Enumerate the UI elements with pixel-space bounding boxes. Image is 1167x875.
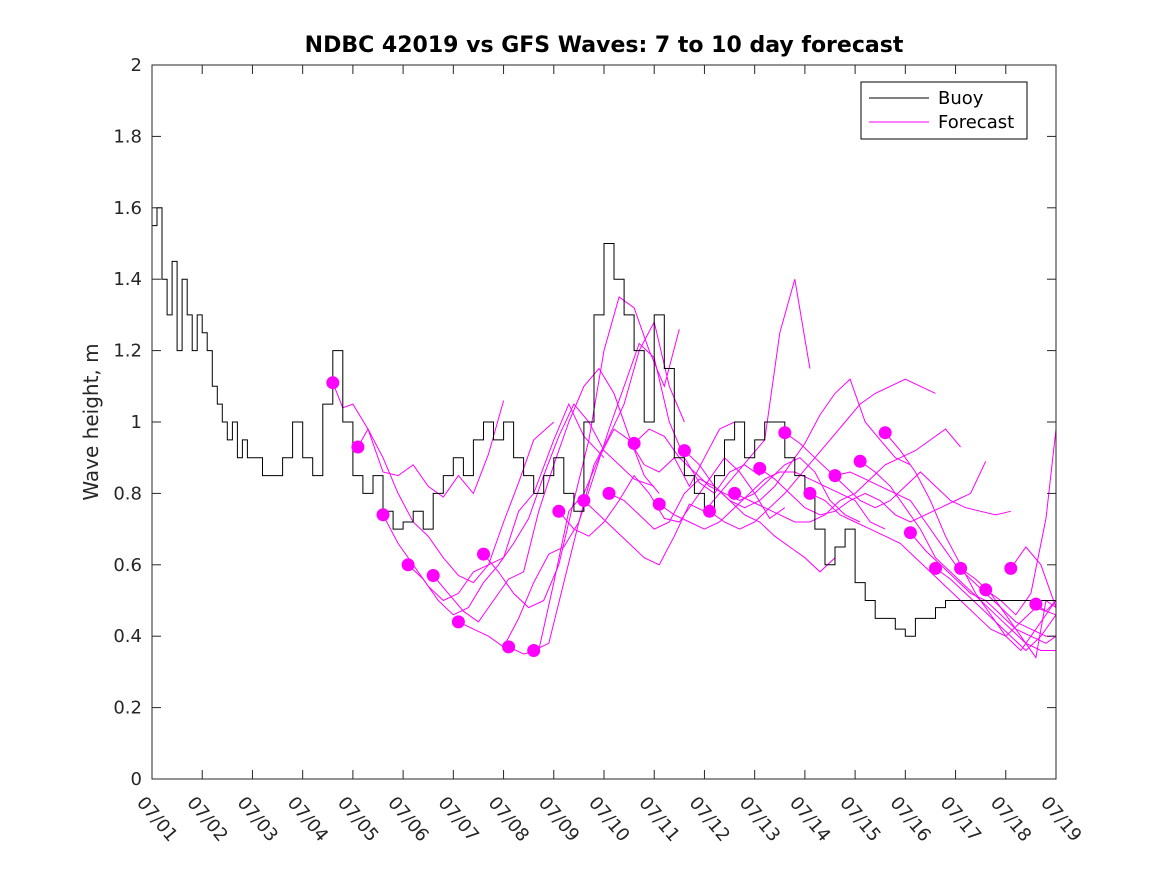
forecast-run-0 xyxy=(332,382,505,498)
forecast-marker xyxy=(552,504,566,518)
y-tick-label: 0.2 xyxy=(113,698,142,719)
y-tick-label: 1.8 xyxy=(113,126,142,147)
forecast-marker xyxy=(1004,561,1018,575)
forecast-run-21 xyxy=(859,460,1056,651)
y-tick-label: 1.4 xyxy=(113,269,142,290)
forecast-marker xyxy=(502,640,516,654)
forecast-run-17 xyxy=(759,461,987,523)
buoy-line-group xyxy=(152,207,1056,637)
forecast-marker xyxy=(728,486,742,500)
legend: Buoy Forecast xyxy=(860,81,1028,140)
forecast-marker xyxy=(778,426,792,440)
forecast-marker xyxy=(929,561,942,575)
forecast-marker xyxy=(577,494,591,507)
forecast-marker xyxy=(401,558,415,572)
y-tick-label: 1.6 xyxy=(113,198,142,219)
forecast-run-10 xyxy=(583,279,811,566)
forecast-marker xyxy=(878,426,892,440)
forecast-run-20 xyxy=(834,471,1056,637)
forecast-marker xyxy=(954,561,968,575)
forecast-run-3 xyxy=(407,403,655,616)
y-axis-label: Wave height, m xyxy=(79,343,103,500)
forecast-run-1 xyxy=(357,421,555,584)
forecast-run-18 xyxy=(784,432,1011,516)
buoy-series-line xyxy=(152,207,1056,637)
forecast-run-6 xyxy=(483,296,680,609)
forecast-run-26 xyxy=(985,429,1057,616)
y-tick-label: 0.8 xyxy=(113,483,142,504)
forecast-run-15 xyxy=(709,378,936,530)
forecast-run-7 xyxy=(508,421,735,655)
forecast-run-14 xyxy=(684,378,911,509)
legend-box xyxy=(860,81,1028,140)
forecast-marker xyxy=(477,547,490,561)
forecast-lines xyxy=(332,279,1057,659)
y-tick-label: 0.4 xyxy=(113,626,142,647)
y-tick-label: 1.2 xyxy=(113,341,142,362)
forecast-marker xyxy=(376,508,390,522)
forecast-marker xyxy=(451,615,465,629)
forecast-marker xyxy=(677,444,691,458)
forecast-marker xyxy=(527,644,541,657)
forecast-run-9 xyxy=(558,456,786,537)
forecast-run-5 xyxy=(458,320,685,648)
forecast-marker xyxy=(602,486,616,500)
forecast-marker xyxy=(426,569,440,582)
forecast-marker xyxy=(326,376,340,390)
y-tick-label: 0.6 xyxy=(113,555,142,576)
forecast-marker xyxy=(652,497,666,511)
y-tick-label: 1 xyxy=(131,412,142,433)
forecast-run-22 xyxy=(884,432,1057,652)
forecast-run-8 xyxy=(533,342,760,651)
legend-buoy-label: Buoy xyxy=(938,88,984,109)
forecast-marker xyxy=(853,454,867,468)
plot-area xyxy=(152,65,1056,779)
forecast-run-16 xyxy=(734,428,961,523)
forecast-marker xyxy=(753,461,767,475)
chart-title: NDBC 42019 vs GFS Waves: 7 to 10 day for… xyxy=(305,33,904,58)
y-tick-label: 0 xyxy=(131,769,142,790)
forecast-marker xyxy=(351,440,365,454)
forecast-markers xyxy=(326,376,1043,657)
forecast-run-27 xyxy=(1010,546,1057,608)
forecast-marker xyxy=(627,436,641,450)
forecast-marker xyxy=(803,486,817,500)
y-tick-label: 2 xyxy=(131,55,142,76)
forecast-marker xyxy=(1029,597,1043,611)
forecast-run-12 xyxy=(633,428,861,523)
forecast-marker xyxy=(979,583,993,597)
forecast-marker xyxy=(903,526,917,540)
legend-forecast-label: Forecast xyxy=(938,112,1014,133)
forecast-marker xyxy=(703,504,716,518)
forecast-run-4 xyxy=(432,367,660,623)
forecast-marker xyxy=(828,469,842,483)
forecast-run-24 xyxy=(935,567,1057,652)
forecast-run-2 xyxy=(382,402,605,602)
